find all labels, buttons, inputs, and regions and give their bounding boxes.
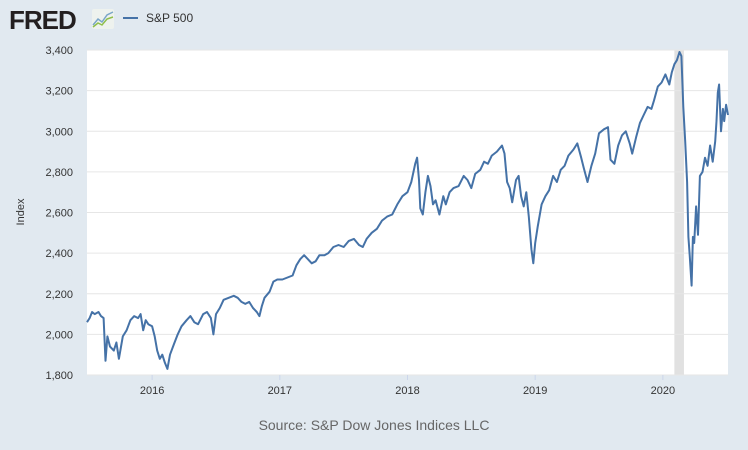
legend-label: S&P 500 xyxy=(146,11,194,25)
y-tick-label: 2,400 xyxy=(45,248,73,260)
x-tick-label: 2016 xyxy=(140,385,164,397)
legend-swatch xyxy=(123,17,138,19)
x-tick-label: 2020 xyxy=(651,385,675,397)
graph-logo-icon xyxy=(92,9,114,29)
source-note: Source: S&P Dow Jones Indices LLC xyxy=(258,417,490,433)
y-tick-label: 2,200 xyxy=(45,289,73,301)
x-tick-label: 2018 xyxy=(395,385,419,397)
series-line-sp500 xyxy=(86,51,729,370)
y-tick-label: 3,200 xyxy=(45,86,73,98)
y-tick-label: 2,000 xyxy=(45,329,73,341)
y-tick-label: 2,800 xyxy=(45,167,73,179)
y-tick-label: 1,800 xyxy=(45,370,73,382)
x-tick-label: 2019 xyxy=(523,385,547,397)
y-tick-label: 2,600 xyxy=(45,208,73,220)
legend[interactable]: S&P 500 xyxy=(123,11,193,25)
y-axis-label: Index xyxy=(15,198,27,225)
y-tick-label: 3,400 xyxy=(45,45,73,57)
fred-logo[interactable]: FRED xyxy=(9,5,77,35)
y-tick-label: 3,000 xyxy=(45,126,73,138)
x-tick-label: 2017 xyxy=(268,385,292,397)
